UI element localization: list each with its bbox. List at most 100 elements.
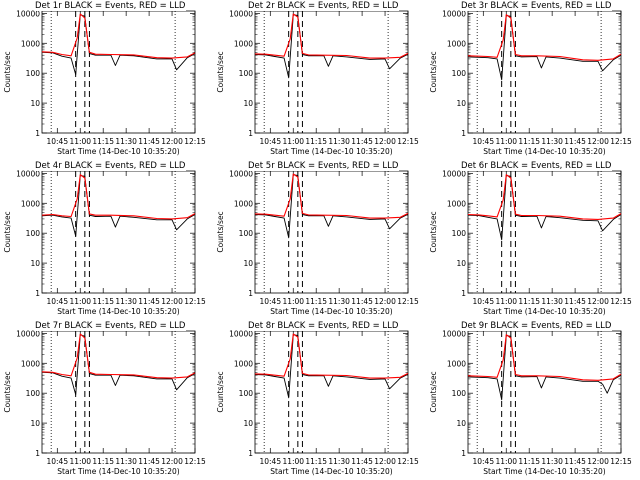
x-tick-label: 12:00	[587, 137, 609, 146]
panel-title: Det 4r BLACK = Events, RED = LLD	[34, 161, 187, 171]
x-tick-label: 10:45	[259, 457, 281, 466]
x-tick-label: 11:15	[518, 137, 540, 146]
y-axis-label: Counts/sec	[429, 211, 438, 252]
plot-frame	[467, 330, 622, 454]
y-tick-label: 100	[452, 69, 467, 78]
plot-frame	[41, 10, 196, 134]
x-tick-label: 11:00	[69, 137, 91, 146]
y-tick-label: 1	[248, 129, 253, 138]
detector-panel: 1 10 100 1000 10000 10:45 11:00 11:15 11:30 11:45…	[0, 320, 213, 480]
detector-panel: 1 10 100 1000 10000 10:45 11:00 11:15 11:30 11:45…	[426, 160, 639, 320]
y-tick-label: 10000	[16, 329, 40, 338]
panel-title: Det 6r BLACK = Events, RED = LLD	[460, 161, 613, 171]
x-tick-label: 12:00	[587, 297, 609, 306]
detector-panel: 1 10 100 1000 10000 10:45 11:00 11:15 11:30 11:45…	[0, 0, 213, 160]
x-axis-label: Start Time (14-Dec-10 10:35:20)	[270, 147, 392, 156]
x-tick-label: 11:15	[518, 457, 540, 466]
x-tick-label: 10:45	[46, 297, 68, 306]
y-axis-label: Counts/sec	[3, 371, 12, 412]
y-axis-label: Counts/sec	[216, 211, 225, 252]
y-axis-label: Counts/sec	[429, 371, 438, 412]
lld-series-line	[41, 333, 196, 379]
panel-title: Det 5r BLACK = Events, RED = LLD	[247, 161, 400, 171]
y-tick-label: 100	[26, 69, 41, 78]
panel-title: Det 2r BLACK = Events, RED = LLD	[247, 1, 400, 11]
x-tick-label: 11:30	[541, 457, 563, 466]
x-tick-label: 11:45	[138, 457, 160, 466]
detector-panel: 1 10 100 1000 10000 10:45 11:00 11:15 11:30 11:45…	[426, 0, 639, 160]
detector-panel: 1 10 100 1000 10000 10:45 11:00 11:15 11:30 11:45…	[0, 160, 213, 320]
events-series-line	[41, 14, 196, 76]
y-tick-label: 10	[243, 419, 253, 428]
x-tick-label: 12:15	[610, 457, 632, 466]
x-tick-label: 10:45	[472, 137, 494, 146]
y-tick-label: 1	[35, 129, 40, 138]
y-tick-label: 10000	[16, 9, 40, 18]
x-tick-label: 11:45	[351, 457, 373, 466]
x-tick-label: 12:00	[161, 457, 183, 466]
plot-frame	[41, 330, 196, 454]
x-tick-label: 11:30	[115, 457, 137, 466]
x-tick-label: 11:45	[351, 297, 373, 306]
y-tick-label: 1000	[447, 359, 466, 368]
x-axis-label: Start Time (14-Dec-10 10:35:20)	[483, 147, 605, 156]
chart-svg: 1 10 100 1000 10000 10:45 11:00 11:15 11:30 11:45…	[216, 9, 419, 156]
x-tick-label: 12:15	[397, 457, 419, 466]
x-tick-label: 11:45	[351, 137, 373, 146]
x-tick-label: 12:15	[184, 137, 206, 146]
panel-title: Det 7r BLACK = Events, RED = LLD	[34, 321, 187, 331]
x-tick-label: 11:30	[541, 137, 563, 146]
events-series-line	[254, 174, 409, 239]
x-axis-label: Start Time (14-Dec-10 10:35:20)	[57, 147, 179, 156]
x-tick-label: 11:45	[564, 137, 586, 146]
lld-series-line	[467, 174, 622, 220]
x-tick-label: 12:15	[184, 457, 206, 466]
detector-panel: 1 10 100 1000 10000 10:45 11:00 11:15 11:30 11:45…	[213, 320, 426, 480]
x-tick-label: 11:15	[518, 297, 540, 306]
y-tick-label: 1000	[21, 39, 40, 48]
y-tick-label: 1000	[21, 359, 40, 368]
x-tick-label: 11:30	[328, 457, 350, 466]
x-tick-label: 12:15	[397, 297, 419, 306]
x-axis-label: Start Time (14-Dec-10 10:35:20)	[483, 467, 605, 476]
chart-svg: 1 10 100 1000 10000 10:45 11:00 11:15 11:30 11:45…	[429, 329, 632, 476]
x-tick-label: 11:30	[328, 297, 350, 306]
x-tick-label: 11:45	[564, 297, 586, 306]
events-series-line	[254, 14, 409, 79]
x-tick-label: 11:15	[92, 457, 114, 466]
lld-series-line	[254, 173, 409, 219]
x-tick-label: 11:45	[138, 297, 160, 306]
lld-series-line	[254, 13, 409, 59]
x-tick-label: 12:00	[587, 457, 609, 466]
x-tick-label: 11:15	[92, 137, 114, 146]
x-tick-label: 11:00	[495, 457, 517, 466]
y-tick-label: 10	[456, 419, 466, 428]
y-axis-label: Counts/sec	[216, 371, 225, 412]
chart-svg: 1 10 100 1000 10000 10:45 11:00 11:15 11:30 11:45…	[3, 169, 206, 316]
y-tick-label: 10	[30, 419, 40, 428]
y-tick-label: 10000	[229, 169, 253, 178]
y-tick-label: 1	[461, 449, 466, 458]
y-tick-label: 1	[35, 289, 40, 298]
events-series-line	[467, 175, 622, 241]
y-axis-label: Counts/sec	[429, 51, 438, 92]
x-tick-label: 12:00	[374, 457, 396, 466]
plot-frame	[254, 330, 409, 454]
x-tick-label: 11:45	[138, 137, 160, 146]
y-tick-label: 1000	[234, 359, 253, 368]
y-tick-label: 100	[452, 229, 467, 238]
chart-svg: 1 10 100 1000 10000 10:45 11:00 11:15 11:30 11:45…	[429, 9, 632, 156]
x-tick-label: 11:00	[282, 137, 304, 146]
events-series-line	[41, 175, 196, 237]
x-axis-label: Start Time (14-Dec-10 10:35:20)	[270, 307, 392, 316]
x-tick-label: 10:45	[46, 457, 68, 466]
y-tick-label: 1000	[234, 199, 253, 208]
y-tick-label: 10	[243, 99, 253, 108]
y-tick-label: 10	[243, 259, 253, 268]
x-tick-label: 11:45	[564, 457, 586, 466]
x-tick-label: 10:45	[46, 137, 68, 146]
x-tick-label: 11:15	[305, 457, 327, 466]
x-tick-label: 12:00	[374, 137, 396, 146]
y-tick-label: 100	[26, 389, 41, 398]
x-tick-label: 11:30	[115, 137, 137, 146]
